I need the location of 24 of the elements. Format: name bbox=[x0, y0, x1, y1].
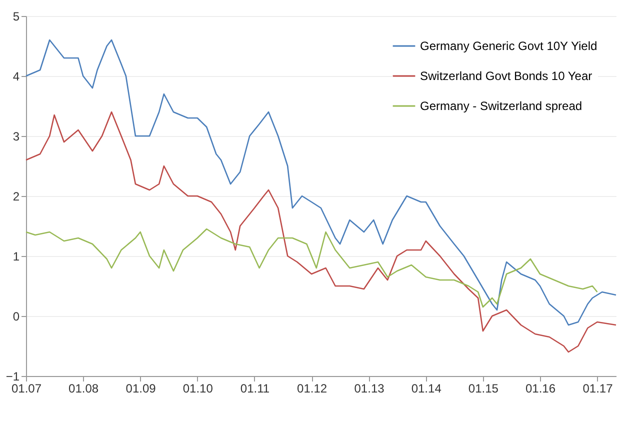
x-tick-label: 01.12 bbox=[297, 382, 328, 396]
y-tick-label: 1 bbox=[12, 250, 20, 264]
legend-label: Germany Generic Govt 10Y Yield bbox=[420, 39, 598, 53]
y-tick-label: −1 bbox=[6, 370, 20, 384]
x-tick-label: 01.14 bbox=[411, 382, 442, 396]
y-tick-label: 5 bbox=[12, 10, 20, 24]
y-tick-label: 3 bbox=[12, 130, 20, 144]
legend-label: Switzerland Govt Bonds 10 Year bbox=[420, 69, 592, 83]
x-tick-label: 01.17 bbox=[582, 382, 614, 396]
x-tick-label: 01.15 bbox=[468, 382, 499, 396]
y-tick-label: 4 bbox=[12, 70, 20, 84]
x-tick-label: 01.11 bbox=[240, 382, 270, 396]
x-tick-label: 01.10 bbox=[182, 382, 214, 396]
x-tick-label: 01.13 bbox=[354, 382, 385, 396]
line-series bbox=[25, 39, 617, 326]
y-tick-label: 2 bbox=[12, 190, 20, 204]
y-tick-label: 0 bbox=[12, 310, 20, 324]
x-tick-label: 01.07 bbox=[11, 382, 42, 396]
x-tick-label: 01.08 bbox=[68, 382, 99, 396]
x-tick-label: 01.16 bbox=[525, 382, 556, 396]
line-series bbox=[25, 228, 598, 308]
x-tick-label: 01.09 bbox=[126, 382, 156, 396]
legend-label: Germany - Switzerland spread bbox=[420, 99, 582, 113]
line-series bbox=[25, 111, 617, 353]
